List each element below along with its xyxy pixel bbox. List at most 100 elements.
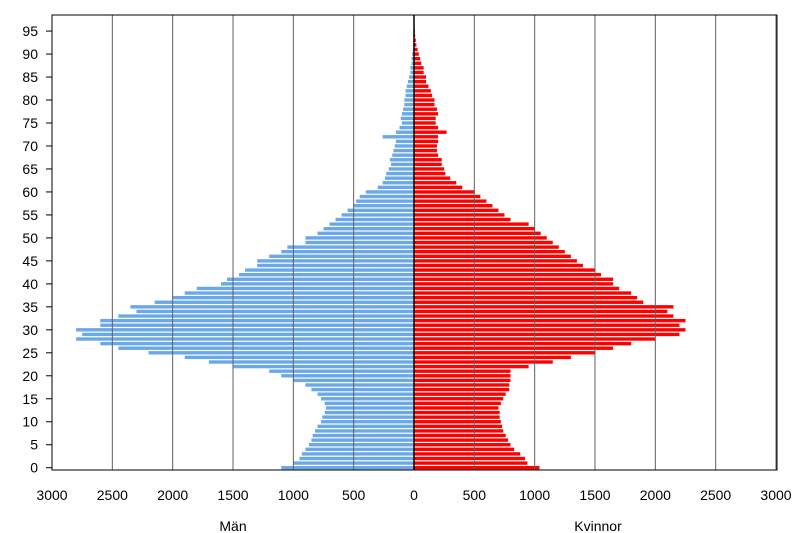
- bar-men-age-31: [100, 323, 415, 327]
- bar-women-age-5: [414, 443, 511, 447]
- bar-women-age-64: [414, 171, 446, 176]
- bar-men-age-59: [359, 194, 414, 199]
- bar-men-age-63: [385, 176, 414, 180]
- bar-men-age-87: [410, 66, 414, 70]
- bar-women-age-87: [414, 66, 424, 70]
- bar-men-age-34: [136, 309, 414, 314]
- bar-men-age-33: [118, 314, 414, 318]
- bar-men-age-23: [208, 360, 414, 364]
- bar-men-age-39: [196, 286, 414, 291]
- bar-women-age-8: [414, 429, 504, 433]
- bar-men-age-57: [353, 204, 414, 208]
- bar-women-age-24: [414, 355, 571, 360]
- bar-men-age-61: [377, 185, 414, 190]
- bar-men-age-75: [401, 121, 414, 125]
- bar-men-age-40: [220, 282, 414, 286]
- bar-women-age-47: [414, 249, 565, 254]
- bar-women-age-53: [414, 222, 529, 226]
- bar-men-age-65: [388, 167, 414, 171]
- bar-women-age-84: [414, 79, 427, 84]
- bar-men-age-0: [281, 466, 414, 470]
- x-tick-label: 3000: [36, 487, 67, 503]
- bar-women-age-92: [414, 43, 417, 47]
- bar-women-age-74: [414, 125, 439, 130]
- xlabel-women: Kvinnor: [574, 518, 622, 533]
- bar-men-age-70: [394, 144, 414, 148]
- bar-men-age-51: [317, 231, 414, 236]
- bar-men-age-6: [311, 438, 414, 442]
- bar-women-age-62: [414, 181, 457, 185]
- bar-women-age-34: [414, 309, 668, 314]
- bar-women-age-39: [414, 286, 620, 291]
- bar-men-age-32: [100, 318, 415, 323]
- bar-men-age-77: [401, 112, 414, 116]
- bar-women-age-13: [414, 406, 499, 410]
- bar-women-age-18: [414, 383, 510, 387]
- bar-women-age-46: [414, 254, 571, 258]
- bar-women-age-77: [414, 112, 439, 116]
- bar-men-age-90: [412, 52, 414, 56]
- bar-men-age-47: [281, 249, 414, 254]
- bar-men-age-74: [399, 125, 414, 130]
- bar-men-age-55: [341, 213, 414, 217]
- x-tick-label: 3000: [760, 487, 791, 503]
- y-tick-label: 75: [22, 115, 38, 131]
- bar-men-age-38: [184, 291, 414, 295]
- bar-women-age-33: [414, 314, 674, 318]
- bar-men-age-10: [321, 420, 414, 424]
- bar-women-age-45: [414, 259, 577, 263]
- x-tick-label: 2000: [640, 487, 671, 503]
- bar-women-age-67: [414, 158, 442, 162]
- bar-women-age-4: [414, 447, 515, 452]
- bar-women-age-17: [414, 387, 510, 392]
- bar-women-age-9: [414, 424, 503, 429]
- x-tick-label: 500: [342, 487, 366, 503]
- bar-men-age-62: [382, 181, 414, 185]
- bar-women-age-60: [414, 190, 475, 194]
- bar-women-age-68: [414, 153, 439, 157]
- bar-women-age-14: [414, 401, 501, 406]
- bar-women-age-43: [414, 268, 595, 272]
- bar-men-age-54: [335, 217, 414, 222]
- bar-men-age-12: [324, 410, 414, 415]
- bar-men-age-35: [130, 305, 414, 309]
- bar-men-age-11: [322, 415, 414, 419]
- y-tick-label: 0: [30, 460, 38, 476]
- bar-women-age-3: [414, 452, 521, 456]
- bar-women-age-55: [414, 213, 505, 217]
- bar-women-age-66: [414, 162, 442, 167]
- bar-men-age-85: [409, 75, 414, 79]
- bar-men-age-14: [324, 401, 414, 406]
- bar-men-age-21: [269, 369, 414, 373]
- bar-women-age-21: [414, 369, 511, 373]
- bar-men-age-5: [309, 443, 414, 447]
- bar-women-age-54: [414, 217, 511, 222]
- bar-women-age-37: [414, 295, 638, 300]
- bar-women-age-88: [414, 61, 422, 65]
- bar-women-age-76: [414, 116, 436, 121]
- bar-men-age-76: [400, 116, 414, 121]
- bar-men-age-20: [281, 374, 414, 378]
- bar-women-age-82: [414, 89, 431, 93]
- bar-men-age-52: [323, 227, 414, 231]
- bar-women-age-91: [414, 47, 418, 52]
- bar-women-age-20: [414, 374, 511, 378]
- x-tick-label: 2500: [700, 487, 731, 503]
- bar-men-age-41: [226, 277, 414, 281]
- bar-women-age-27: [414, 341, 632, 346]
- bar-women-age-23: [414, 360, 553, 364]
- x-tick-label: 1000: [519, 487, 550, 503]
- bar-men-age-18: [305, 383, 414, 387]
- bar-men-age-83: [406, 84, 414, 88]
- x-tick-label: 2000: [157, 487, 188, 503]
- bar-men-age-82: [405, 89, 414, 93]
- bar-women-age-90: [414, 52, 419, 56]
- y-tick-label: 90: [22, 46, 38, 62]
- bar-women-age-32: [414, 318, 686, 323]
- bar-men-age-22: [233, 364, 414, 369]
- bar-men-age-13: [325, 406, 414, 410]
- bar-men-age-80: [404, 98, 414, 102]
- bar-men-age-81: [405, 93, 414, 98]
